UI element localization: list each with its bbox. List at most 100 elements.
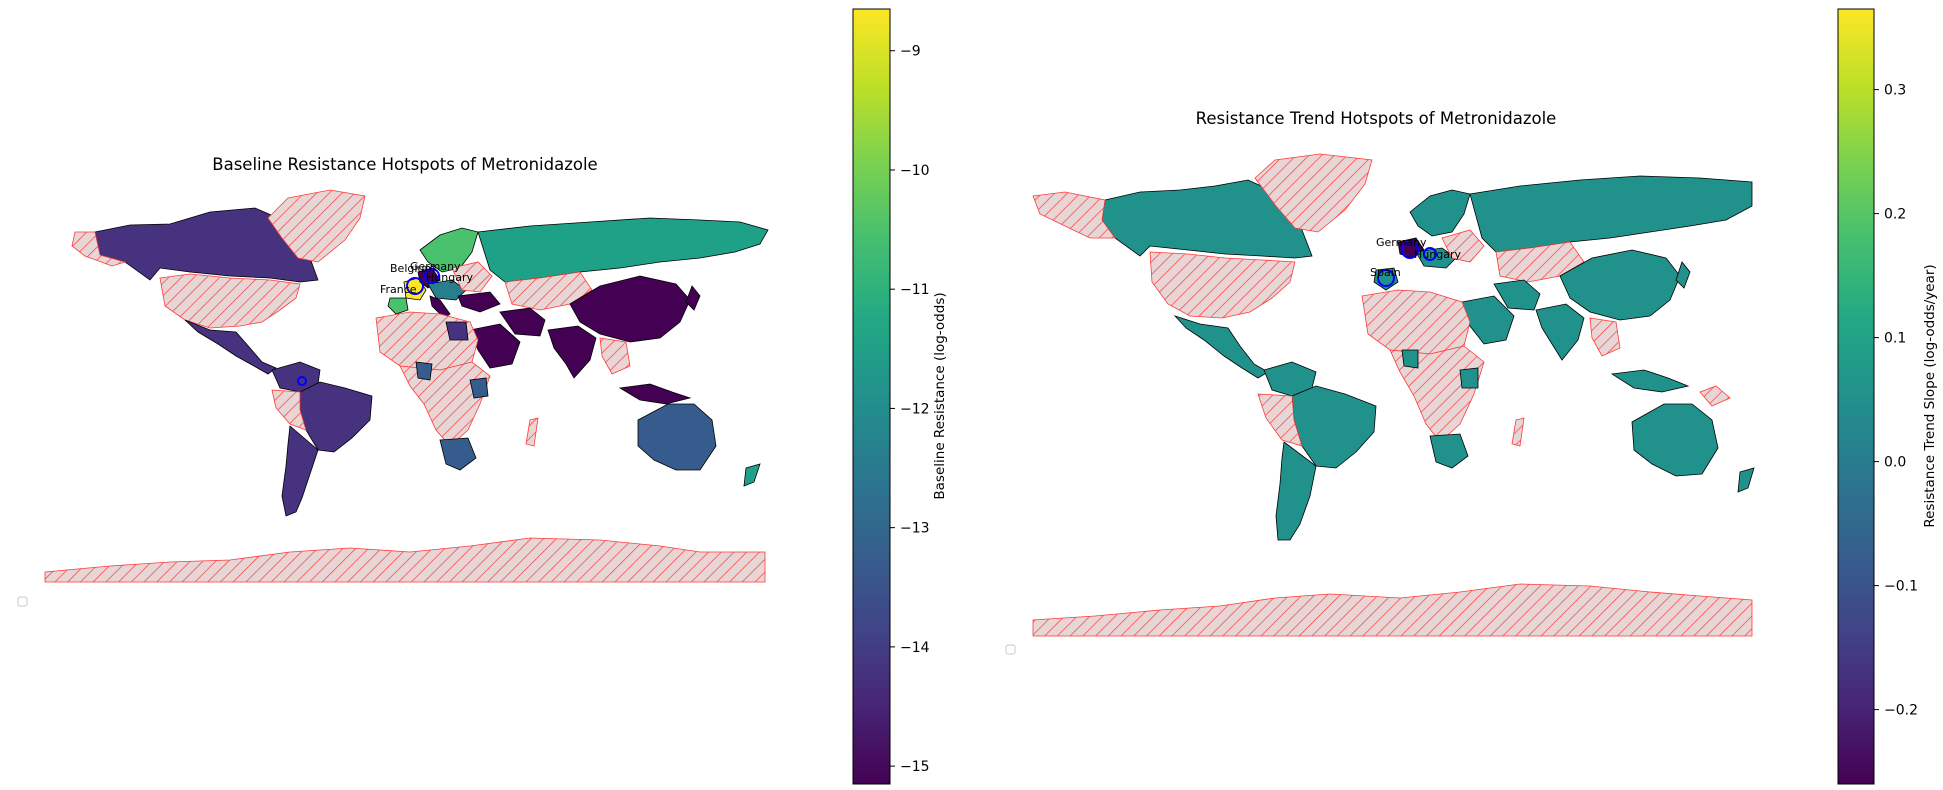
country-alaska — [71, 231, 127, 267]
country-central-europe — [1415, 247, 1457, 269]
colorbar-tick-label: −9 — [900, 44, 921, 60]
colorbar-tick-label: −15 — [900, 759, 930, 775]
colorbar-tick-label: 0.2 — [1884, 207, 1906, 223]
country-usa — [159, 273, 301, 329]
legend-box — [1005, 644, 1016, 655]
colorbar-tick-label: −0.2 — [1884, 703, 1918, 719]
country-eastern-europe — [1441, 229, 1485, 263]
country-greenland — [1254, 153, 1373, 233]
colorbar-tick-label: −0.1 — [1884, 579, 1918, 595]
highlight-hungary — [1423, 247, 1437, 261]
colorbar-ticks: −9 −10 −11 −12 −13 −14 −15 — [890, 44, 930, 775]
country-peru-bolivia — [1257, 393, 1303, 447]
label-germany: Germany — [410, 260, 461, 273]
country-canada — [94, 207, 319, 283]
country-scandinavia — [1409, 189, 1471, 237]
country-north-africa — [375, 311, 479, 371]
colorbar: −9 −10 −11 −12 −13 −14 −15 Baseline Resistance… — [852, 8, 948, 785]
colorbar-tick-label: −14 — [900, 640, 930, 656]
trend-map: Resistance Trend Hotspots of Metronidazo… — [1005, 8, 1938, 785]
colorbar-tick-label: 0.3 — [1884, 83, 1906, 99]
highlight-europe-a — [406, 277, 424, 295]
country-usa — [1149, 251, 1296, 319]
country-mexico — [184, 319, 277, 375]
country-egypt — [445, 321, 469, 341]
country-china — [569, 275, 691, 343]
highlight-central-europe — [1401, 241, 1419, 259]
country-iran — [499, 307, 546, 337]
highlight-europe-b — [424, 268, 440, 284]
country-antarctica — [44, 537, 766, 583]
country-australia — [1631, 403, 1719, 477]
country-greenland — [267, 189, 366, 263]
country-india — [1535, 303, 1585, 361]
colorbar-tick-label: −10 — [900, 163, 930, 179]
country-brazil — [1291, 385, 1377, 469]
country-north-africa — [1361, 289, 1471, 355]
country-canada — [1101, 179, 1313, 259]
country-africa-teal-west — [1401, 349, 1419, 369]
world-map — [44, 189, 769, 583]
country-central-africa — [399, 361, 491, 447]
country-iberia — [387, 297, 409, 315]
country-southeast-asia — [1589, 317, 1621, 357]
label-belgium: Belgium — [390, 262, 435, 275]
country-japan — [685, 285, 701, 311]
country-turkey — [457, 291, 501, 313]
colorbar-label: Resistance Trend Slope (log-odds/year) — [1922, 264, 1938, 527]
label-spain: Spain — [1370, 266, 1401, 279]
label-hungary: Hungary — [1414, 248, 1461, 261]
colorbar-label: Baseline Resistance (log-odds) — [932, 292, 948, 499]
baseline-map: Baseline Resistance Hotspots of Metronid… — [17, 8, 948, 785]
highlight-guiana — [297, 376, 307, 386]
country-arabia — [469, 323, 521, 369]
highlight-spain — [1377, 269, 1395, 287]
country-madagascar — [525, 417, 539, 447]
colorbar-tick-label: 0.1 — [1884, 331, 1906, 347]
world-map — [1032, 153, 1755, 637]
country-argentina-chile — [1275, 441, 1317, 541]
country-southeast-asia — [599, 337, 631, 375]
country-peru-bolivia — [271, 389, 307, 431]
country-new-zealand — [743, 463, 761, 487]
country-arabia — [1461, 295, 1515, 345]
country-south-africa — [1429, 433, 1469, 469]
country-russia — [1469, 175, 1753, 253]
country-new-zealand — [1737, 467, 1755, 493]
country-indonesia — [1610, 369, 1690, 393]
country-russia — [477, 217, 769, 283]
colorbar-tick-label: −12 — [900, 401, 930, 417]
country-japan — [1675, 261, 1691, 289]
country-antarctica — [1032, 583, 1753, 637]
country-pacific-islands — [1699, 385, 1731, 407]
colorbar-tick-label: 0.0 — [1884, 455, 1906, 471]
legend-box — [17, 596, 28, 607]
country-scandinavia — [419, 227, 479, 273]
colorbar-ticks: 0.3 0.2 0.1 0.0 −0.1 −0.2 — [1874, 83, 1918, 719]
colorbar-gradient — [852, 8, 891, 785]
country-central-europe — [427, 279, 467, 301]
colorbar-gradient — [1837, 8, 1875, 785]
country-africa-teal-east — [1459, 367, 1479, 389]
map-title: Resistance Trend Hotspots of Metronidazo… — [1196, 109, 1557, 128]
country-mexico — [1173, 315, 1269, 379]
country-south-africa — [439, 437, 477, 471]
country-iran — [1493, 279, 1541, 311]
label-france: France — [380, 283, 417, 296]
country-alaska — [1032, 191, 1116, 239]
country-indonesia — [618, 383, 692, 405]
country-africa-blue-east — [469, 377, 489, 399]
label-hungary: Hungary — [426, 271, 473, 284]
country-madagascar — [1511, 417, 1525, 447]
country-argentina-chile — [281, 425, 319, 517]
country-china — [1559, 249, 1681, 321]
colorbar: 0.3 0.2 0.1 0.0 −0.1 −0.2 Resistance Trend Sl… — [1837, 8, 1938, 785]
colorbar-tick-label: −13 — [900, 521, 930, 537]
label-germany: Germany — [1376, 236, 1427, 249]
country-australia — [637, 403, 717, 471]
country-eastern-europe — [451, 261, 493, 293]
country-india — [547, 325, 597, 379]
map-title: Baseline Resistance Hotspots of Metronid… — [212, 155, 597, 174]
colorbar-tick-label: −11 — [900, 282, 930, 298]
